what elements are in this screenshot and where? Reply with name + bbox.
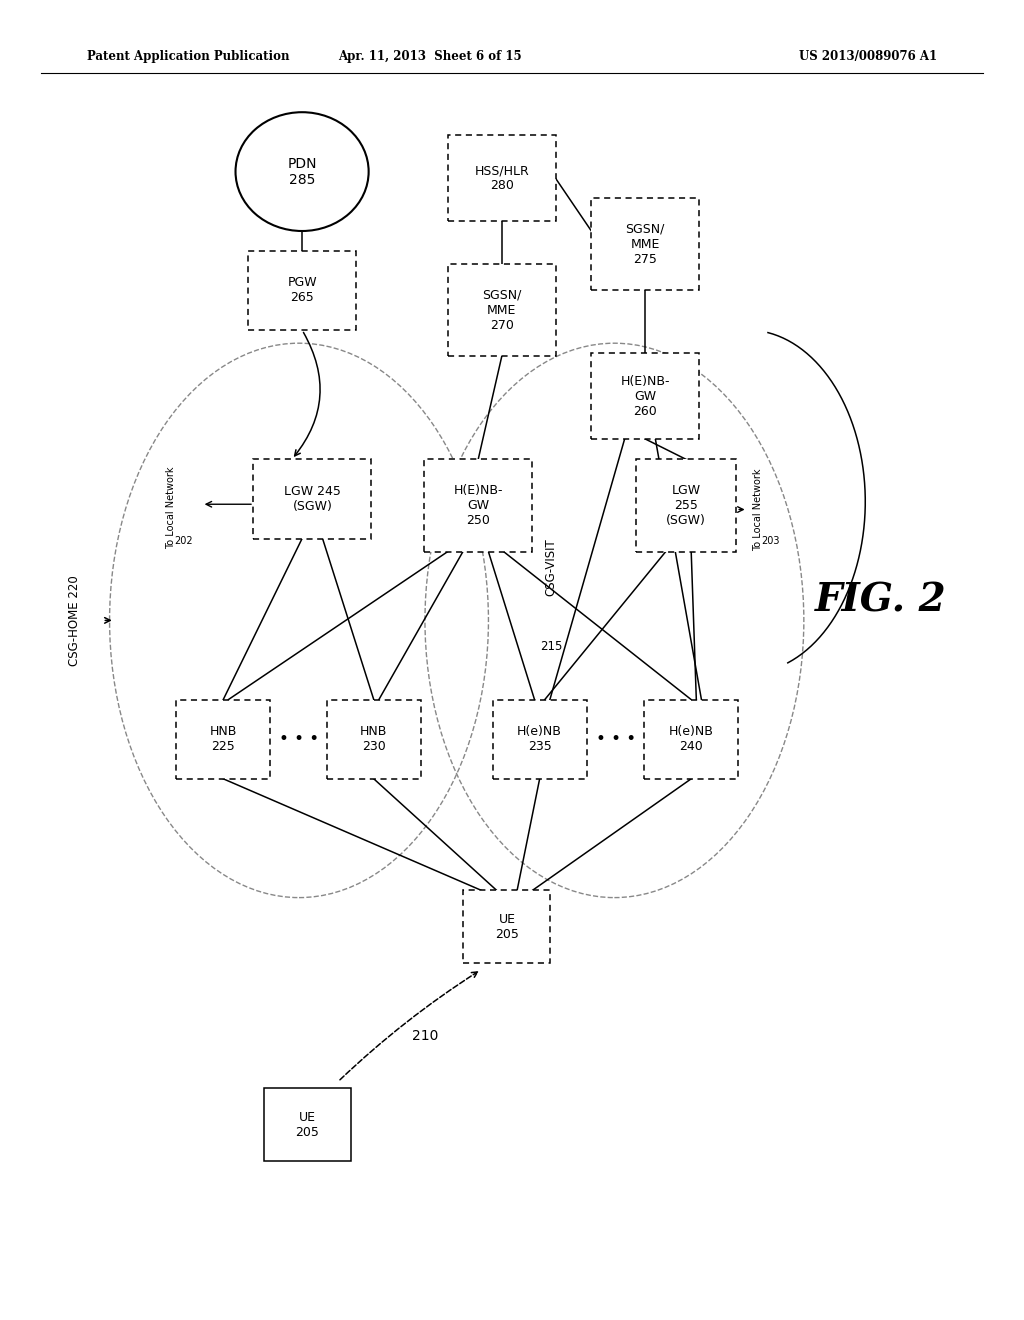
Text: LGW 245
(SGW): LGW 245 (SGW) (284, 484, 341, 513)
Bar (592, 198, 698, 290)
Bar (254, 459, 371, 539)
Text: H(E)NB-
GW
250: H(E)NB- GW 250 (454, 484, 503, 527)
Bar (449, 264, 555, 356)
Ellipse shape (236, 112, 369, 231)
Text: HNB
230: HNB 230 (360, 725, 387, 754)
Bar (176, 700, 270, 779)
Text: US 2013/0089076 A1: US 2013/0089076 A1 (799, 50, 937, 63)
Bar (248, 251, 356, 330)
Text: LGW
255
(SGW): LGW 255 (SGW) (667, 484, 706, 527)
Text: 203: 203 (761, 536, 779, 546)
Text: • • •: • • • (596, 730, 637, 748)
Text: CSG-VISIT: CSG-VISIT (545, 539, 557, 597)
Bar (425, 459, 532, 552)
Bar (636, 459, 736, 552)
Text: UE
205: UE 205 (495, 912, 519, 941)
Text: PDN
285: PDN 285 (288, 157, 316, 186)
Text: HSS/HLR
280: HSS/HLR 280 (474, 164, 529, 193)
Text: Patent Application Publication: Patent Application Publication (87, 50, 290, 63)
Text: H(e)NB
235: H(e)NB 235 (517, 725, 562, 754)
Text: PGW
265: PGW 265 (288, 276, 316, 305)
Text: HNB
225: HNB 225 (210, 725, 237, 754)
Bar (463, 891, 551, 964)
Bar (592, 354, 698, 438)
Text: To Local Network: To Local Network (166, 467, 176, 549)
Text: SGSN/
MME
270: SGSN/ MME 270 (482, 289, 521, 331)
Text: FIG. 2: FIG. 2 (815, 582, 946, 619)
Text: To Local Network: To Local Network (753, 469, 763, 550)
Bar (327, 700, 421, 779)
Text: H(E)NB-
GW
260: H(E)NB- GW 260 (621, 375, 670, 417)
Text: H(e)NB
240: H(e)NB 240 (669, 725, 714, 754)
Bar (644, 700, 738, 779)
Text: 202: 202 (174, 536, 193, 546)
Text: • • •: • • • (279, 730, 319, 748)
Text: UE
205: UE 205 (295, 1110, 319, 1139)
Text: 215: 215 (540, 640, 562, 653)
Text: 210: 210 (412, 1030, 438, 1043)
Bar (493, 700, 587, 779)
Bar (449, 135, 555, 220)
Bar (264, 1088, 350, 1162)
Text: Apr. 11, 2013  Sheet 6 of 15: Apr. 11, 2013 Sheet 6 of 15 (338, 50, 522, 63)
Text: CSG-HOME 220: CSG-HOME 220 (69, 576, 81, 665)
Text: SGSN/
MME
275: SGSN/ MME 275 (626, 223, 665, 265)
